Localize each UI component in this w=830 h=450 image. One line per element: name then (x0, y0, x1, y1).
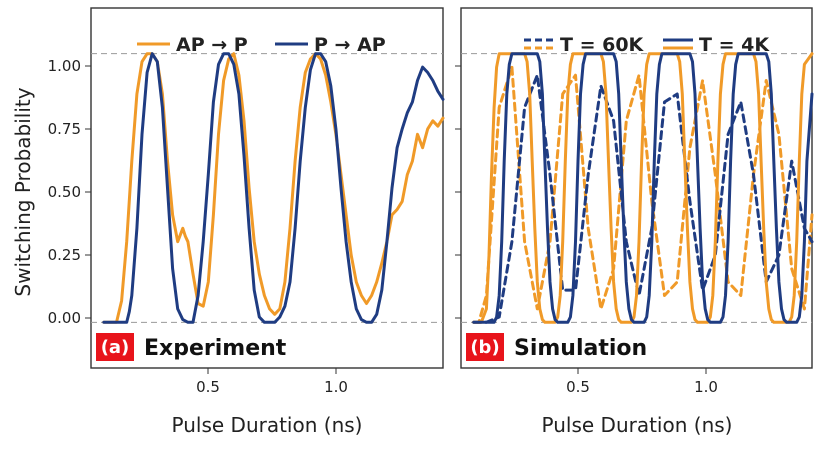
panel-a-title: Experiment (144, 336, 287, 361)
ytick-label: 0.50 (48, 183, 81, 201)
legend-label-p-to-ap: P → AP (314, 34, 386, 56)
panel-a-label: (a) Experiment (96, 333, 287, 361)
ytick-label: 0.00 (48, 309, 81, 327)
panel-b-series-t-4k-p-ap- (472, 52, 814, 324)
panel-a-series (102, 52, 445, 324)
y-axis-title: Switching Probability (11, 87, 35, 296)
legend-label-ap-to-p: AP → P (176, 34, 248, 56)
panel-b-badge (466, 333, 504, 361)
panel-a-reference-lines (91, 53, 443, 323)
xtick-label: 1.0 (694, 378, 718, 396)
panel-a-legend: AP → P P → AP (137, 34, 386, 56)
panel-a-xticks: 0.5 1.0 (196, 368, 348, 396)
panel-b-yticks (455, 65, 461, 319)
legend-label-60k: T = 60K (560, 34, 645, 56)
panel-a-series-p-ap (102, 52, 445, 324)
panel-b-series (472, 52, 814, 324)
panel-a-badge-text: (a) (101, 337, 130, 358)
panel-b-series-t-4k-ap-p- (472, 52, 814, 324)
panel-b-title: Simulation (514, 336, 647, 361)
panel-b: 0.5 1.0 Pulse Duration (ns) T = 60K T = … (455, 7, 814, 437)
xtick-label: 0.5 (566, 378, 590, 396)
panel-b-badge-text: (b) (470, 337, 499, 358)
panel-b-frame (460, 7, 813, 369)
legend-label-4k: T = 4K (699, 34, 770, 56)
panel-b-legend: T = 60K T = 4K (524, 34, 770, 56)
ytick-label: 0.75 (48, 120, 81, 138)
panel-a: 0.00 0.25 0.50 0.75 1.00 0.5 1.0 Pulse D… (48, 7, 445, 437)
ytick-label: 0.25 (48, 246, 81, 264)
panel-b-x-axis-title: Pulse Duration (ns) (542, 413, 733, 437)
ytick-label: 1.00 (48, 57, 81, 75)
panel-a-frame (90, 7, 444, 369)
panel-b-xticks: 0.5 1.0 (566, 368, 718, 396)
panel-b-series-t-60k-ap-p- (472, 65, 814, 324)
panel-a-x-axis-title: Pulse Duration (ns) (172, 413, 363, 437)
panel-a-badge (96, 333, 134, 361)
panel-b-label: (b) Simulation (466, 333, 647, 361)
xtick-label: 0.5 (196, 378, 220, 396)
panel-a-yticks: 0.00 0.25 0.50 0.75 1.00 (48, 57, 91, 327)
xtick-label: 1.0 (324, 378, 348, 396)
